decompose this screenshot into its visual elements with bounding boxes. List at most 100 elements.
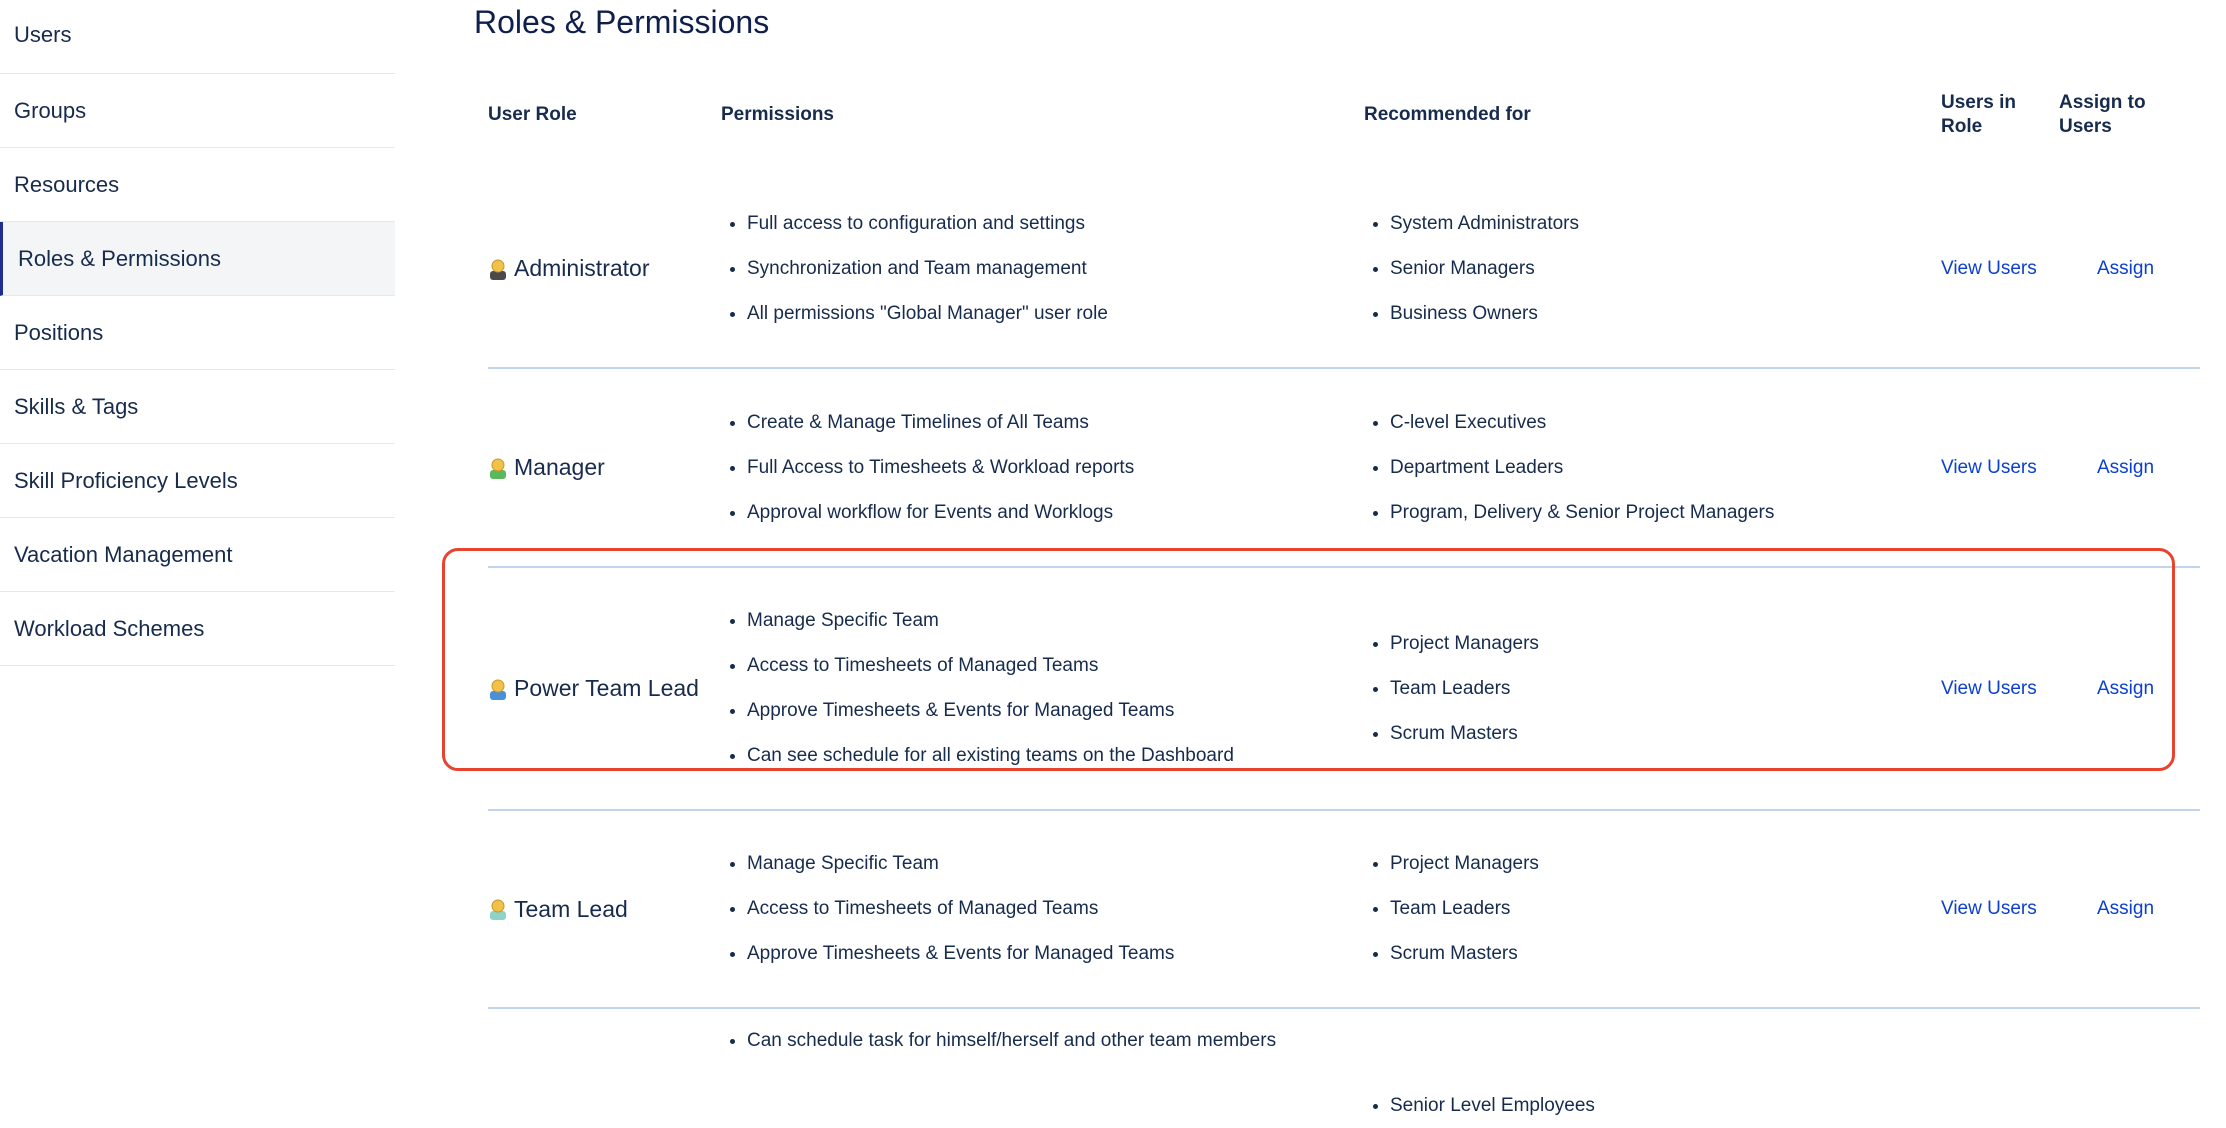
list-item: Access to Timesheets of Managed Teams (747, 897, 1304, 921)
list-item: Project Managers (1390, 852, 1941, 876)
header-recommended: Recommended for (1364, 104, 1531, 125)
role-name: Power Team Lead (488, 675, 721, 702)
list-item: Approve Timesheets & Events for Managed … (747, 942, 1304, 966)
list-item: Team Leaders (1390, 677, 1941, 701)
view-users-link[interactable]: View Users (1941, 257, 2037, 279)
sidebar-item-label: Skill Proficiency Levels (14, 467, 238, 493)
list-item: Program, Delivery & Senior Project Manag… (1390, 501, 1941, 525)
list-item: Synchronization and Team management (747, 257, 1304, 281)
header-assign: Assign to Users (2059, 92, 2146, 137)
user-manager-icon (490, 458, 506, 479)
sidebar-item-users[interactable]: Users (0, 0, 395, 74)
role-name: Manager (488, 454, 721, 481)
role-cell (488, 1008, 721, 1128)
list-item: Access to Timesheets of Managed Teams (747, 654, 1304, 678)
sidebar-item-workload-schemes[interactable]: Workload Schemes (0, 592, 395, 666)
assign-link[interactable]: Assign (2097, 257, 2155, 279)
recommended-cell: Project Managers Team Leaders Scrum Master… (1364, 567, 1941, 811)
recommended-list: C-level Executives Department Leaders Prog… (1364, 411, 1941, 525)
role-cell: Administrator (488, 170, 721, 369)
user-power-lead-icon (490, 679, 506, 700)
table-row: Manager Create & Manage Timelines of All … (488, 368, 2200, 568)
assign-link[interactable]: Assign (2097, 456, 2155, 478)
permissions-cell: Full access to configuration and setting… (721, 170, 1364, 369)
roles-table: User Role Permissions Recommended for Us… (488, 60, 2200, 1128)
sidebar-item-positions[interactable]: Positions (0, 296, 395, 370)
user-admin-icon (490, 259, 506, 280)
recommended-list: Project Managers Team Leaders Scrum Master… (1364, 852, 1941, 966)
list-item: Can schedule task for himself/herself an… (747, 1029, 1304, 1053)
list-item: Scrum Masters (1390, 942, 1941, 966)
permissions-list: Full access to configuration and setting… (721, 212, 1304, 326)
list-item: Full access to configuration and setting… (747, 212, 1304, 236)
table-row: Administrator Full access to configuratio… (488, 170, 2200, 369)
role-name: Team Lead (488, 896, 721, 923)
permissions-list: Manage Specific Team Access to Timesheets… (721, 609, 1304, 768)
header-users-in-role: Users in Role (1941, 92, 2016, 137)
recommended-cell: System Administrators Senior Managers Busi… (1364, 170, 1941, 369)
permissions-cell: Can schedule task for himself/herself an… (721, 1008, 1364, 1128)
recommended-list: Senior Level Employees (1364, 1094, 1941, 1118)
role-label: Administrator (514, 255, 650, 281)
sidebar-item-skill-proficiency-levels[interactable]: Skill Proficiency Levels (0, 444, 395, 518)
list-item: Scrum Masters (1390, 722, 1941, 746)
list-item: Business Owners (1390, 302, 1941, 326)
sidebar-item-label: Groups (14, 97, 87, 123)
role-cell: Team Lead (488, 810, 721, 1009)
sidebar-item-label: Resources (14, 171, 120, 197)
list-item: Team Leaders (1390, 897, 1941, 921)
role-cell: Manager (488, 368, 721, 568)
table-row: Can schedule task for himself/herself an… (488, 1008, 2200, 1128)
view-users-link[interactable]: View Users (1941, 677, 2037, 699)
sidebar-item-label: Skills & Tags (14, 393, 139, 419)
assign-link[interactable]: Assign (2097, 677, 2155, 699)
sidebar-item-label: Users (14, 21, 72, 47)
sidebar-item-resources[interactable]: Resources (0, 148, 395, 222)
role-label: Team Lead (514, 895, 628, 922)
permissions-list: Manage Specific Team Access to Timesheets… (721, 852, 1304, 966)
role-name: Administrator (488, 255, 721, 282)
list-item: C-level Executives (1390, 411, 1941, 435)
list-item: Can see schedule for all existing teams … (747, 744, 1304, 768)
sidebar-item-roles-permissions[interactable]: Roles & Permissions (0, 222, 395, 296)
role-label: Manager (514, 454, 605, 480)
list-item: Full Access to Timesheets & Workload rep… (747, 456, 1304, 480)
recommended-cell: Project Managers Team Leaders Scrum Master… (1364, 810, 1941, 1009)
sidebar-item-label: Vacation Management (14, 541, 233, 567)
table-row: Power Team Lead Manage Specific Team Acces… (488, 567, 2200, 811)
sidebar-item-label: Roles & Permissions (18, 245, 221, 271)
permissions-list: Can schedule task for himself/herself an… (721, 1029, 1304, 1053)
header-permissions: Permissions (721, 104, 834, 125)
page-title: Roles & Permissions (474, 4, 770, 40)
list-item: Approval workflow for Events and Worklog… (747, 501, 1304, 525)
list-item: Department Leaders (1390, 456, 1941, 480)
sidebar-item-label: Workload Schemes (14, 615, 205, 641)
sidebar: Users Groups Resources Roles & Permissions P… (0, 0, 395, 666)
list-item: Manage Specific Team (747, 609, 1304, 633)
sidebar-item-vacation-management[interactable]: Vacation Management (0, 518, 395, 592)
role-cell: Power Team Lead (488, 567, 721, 811)
list-item: Senior Level Employees (1390, 1094, 1941, 1118)
recommended-list: Project Managers Team Leaders Scrum Master… (1364, 632, 1941, 746)
role-label: Power Team Lead (514, 675, 699, 701)
permissions-cell: Manage Specific Team Access to Timesheets… (721, 567, 1364, 811)
header-user-role: User Role (488, 104, 577, 125)
list-item: Project Managers (1390, 632, 1941, 656)
view-users-link[interactable]: View Users (1941, 898, 2037, 919)
sidebar-item-label: Positions (14, 319, 104, 345)
list-item: Senior Managers (1390, 257, 1941, 281)
list-item: Create & Manage Timelines of All Teams (747, 411, 1304, 435)
recommended-list: System Administrators Senior Managers Busi… (1364, 212, 1941, 326)
assign-link[interactable]: Assign (2097, 898, 2155, 919)
list-item: Approve Timesheets & Events for Managed … (747, 699, 1304, 723)
list-item: All permissions "Global Manager" user ro… (747, 302, 1304, 326)
sidebar-item-groups[interactable]: Groups (0, 74, 395, 148)
recommended-cell: Senior Level Employees (1364, 1008, 1941, 1128)
sidebar-item-skills-tags[interactable]: Skills & Tags (0, 370, 395, 444)
recommended-cell: C-level Executives Department Leaders Prog… (1364, 368, 1941, 568)
permissions-cell: Create & Manage Timelines of All Teams Fu… (721, 368, 1364, 568)
view-users-link[interactable]: View Users (1941, 456, 2037, 478)
user-team-lead-icon (490, 899, 506, 920)
permissions-cell: Manage Specific Team Access to Timesheets… (721, 810, 1364, 1009)
table-row: Team Lead Manage Specific Team Access to T… (488, 810, 2200, 1009)
